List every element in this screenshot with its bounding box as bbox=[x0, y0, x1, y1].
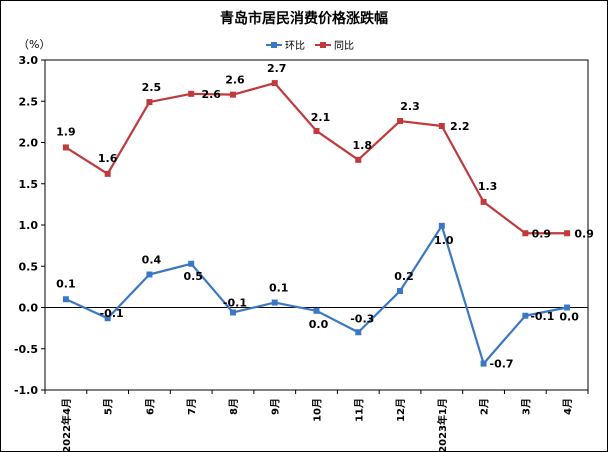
legend: 环比 同比 bbox=[266, 37, 354, 52]
series-0-data-label: 0.5 bbox=[183, 270, 203, 283]
series-line-1 bbox=[65, 81, 568, 235]
x-tick-label: 2023年1月 bbox=[436, 398, 449, 452]
series-0-point bbox=[438, 222, 445, 229]
series-1-data-label: 2.6 bbox=[225, 74, 245, 87]
series-0-data-label: -0.1 bbox=[223, 296, 247, 309]
y-axis-unit: （%） bbox=[18, 38, 51, 51]
series-0-point bbox=[62, 296, 69, 303]
series-0-data-label: -0.1 bbox=[530, 310, 554, 323]
series-0-data-label: 0.1 bbox=[269, 282, 289, 295]
series-1-point bbox=[62, 144, 69, 151]
legend-item-0: 环比 bbox=[266, 37, 305, 52]
series-1-point bbox=[397, 118, 404, 125]
x-tick-label: 6月 bbox=[144, 398, 156, 415]
series-0-data-label: -0.1 bbox=[100, 307, 124, 320]
legend-label-0: 环比 bbox=[285, 41, 305, 52]
series-1-point bbox=[480, 198, 487, 205]
series-1-data-label: 0.9 bbox=[532, 227, 552, 240]
series-1-point bbox=[355, 156, 362, 163]
series-1-point bbox=[522, 230, 529, 237]
x-tick-label: 12月 bbox=[395, 398, 407, 422]
y-tick-label: -0.5 bbox=[14, 343, 38, 356]
series-0-data-label: 0.1 bbox=[56, 277, 76, 290]
y-tick-label: 2.5 bbox=[19, 95, 39, 108]
x-tick-label: 5月 bbox=[103, 398, 115, 415]
chart-title: 青岛市居民消费价格涨跌幅 bbox=[220, 11, 388, 27]
y-tick-label: 2.0 bbox=[19, 137, 39, 150]
legend-label-1: 同比 bbox=[334, 41, 354, 52]
series-0-data-label: -0.3 bbox=[350, 312, 374, 325]
series-1-data-label: 2.7 bbox=[267, 62, 287, 75]
x-tick-label: 2022年4月 bbox=[60, 398, 73, 452]
x-tick-label: 10月 bbox=[312, 398, 324, 422]
plot-area bbox=[44, 59, 589, 391]
series-1-data-label: 2.1 bbox=[311, 111, 331, 124]
series-1-point bbox=[104, 170, 111, 177]
series-0-data-label: -0.7 bbox=[490, 358, 514, 371]
x-tick-label: 4月 bbox=[562, 398, 574, 415]
series-0-data-label: 0.0 bbox=[309, 318, 329, 331]
x-tick-label: 8月 bbox=[228, 398, 240, 415]
series-1-data-label: 2.3 bbox=[400, 100, 420, 113]
series-0-data-label: 0.4 bbox=[142, 254, 162, 267]
series-1-point bbox=[229, 91, 236, 98]
series-0-data-label: 0.0 bbox=[559, 311, 579, 324]
series-0-point bbox=[271, 299, 278, 306]
series-line-0 bbox=[65, 224, 568, 365]
x-tick-label: 11月 bbox=[353, 398, 365, 422]
series-1-point bbox=[271, 80, 278, 87]
y-tick-label: 1.0 bbox=[19, 219, 39, 232]
x-tick-label: 3月 bbox=[520, 398, 532, 415]
series-1-data-label: 0.9 bbox=[574, 227, 594, 240]
y-tick-label: 0.0 bbox=[19, 302, 39, 315]
series-1-point bbox=[146, 99, 153, 106]
series-1-data-label: 2.2 bbox=[450, 120, 470, 133]
series-1-data-label: 2.6 bbox=[201, 88, 221, 101]
series-0-point bbox=[355, 329, 362, 336]
series-0-point bbox=[522, 312, 529, 319]
series-0-point bbox=[480, 360, 487, 367]
series-0-data-label: 1.0 bbox=[434, 234, 454, 247]
series-0-point bbox=[564, 304, 571, 311]
series-1-data-label: 1.3 bbox=[478, 180, 498, 193]
series-1-point bbox=[313, 127, 320, 134]
x-tick-label: 9月 bbox=[270, 398, 282, 415]
series-0-point bbox=[229, 309, 236, 316]
series-0-point bbox=[188, 260, 195, 267]
series-1-data-label: 1.9 bbox=[56, 125, 76, 138]
series-0-point bbox=[313, 307, 320, 314]
legend-swatch-1 bbox=[315, 40, 331, 50]
series-1-data-label: 2.5 bbox=[142, 81, 162, 94]
series-1-point bbox=[564, 230, 571, 237]
series-0-point bbox=[104, 315, 111, 322]
legend-item-1: 同比 bbox=[315, 37, 354, 52]
x-tick-label: 7月 bbox=[186, 398, 198, 415]
y-tick-label: -1.0 bbox=[14, 384, 38, 397]
y-tick-label: 0.5 bbox=[19, 260, 39, 273]
y-tick-label: 3.0 bbox=[19, 54, 39, 67]
y-tick-label: 1.5 bbox=[19, 178, 39, 191]
legend-swatch-0 bbox=[266, 40, 282, 50]
series-1-point bbox=[438, 123, 445, 129]
series-1-data-label: 1.8 bbox=[353, 139, 373, 152]
series-0-data-label: 0.2 bbox=[394, 270, 414, 283]
series-1-data-label: 1.6 bbox=[98, 152, 118, 165]
series-0-point bbox=[146, 271, 153, 278]
x-tick-label: 2月 bbox=[479, 398, 491, 415]
series-1-point bbox=[188, 90, 195, 97]
series-0-point bbox=[397, 288, 404, 294]
